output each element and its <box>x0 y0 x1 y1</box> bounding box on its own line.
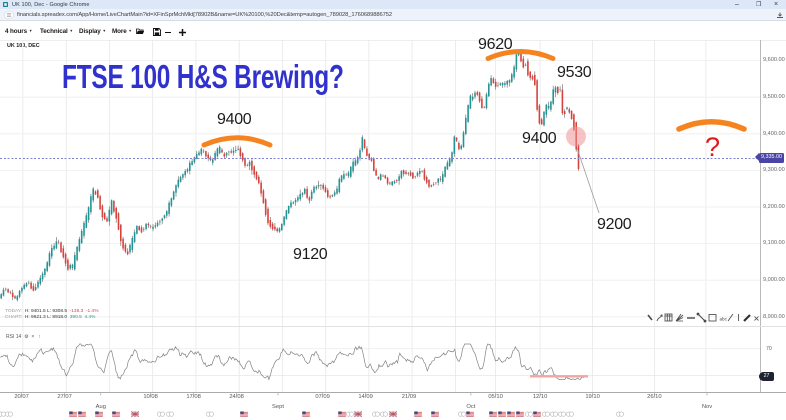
svg-text:abc: abc <box>720 317 728 322</box>
